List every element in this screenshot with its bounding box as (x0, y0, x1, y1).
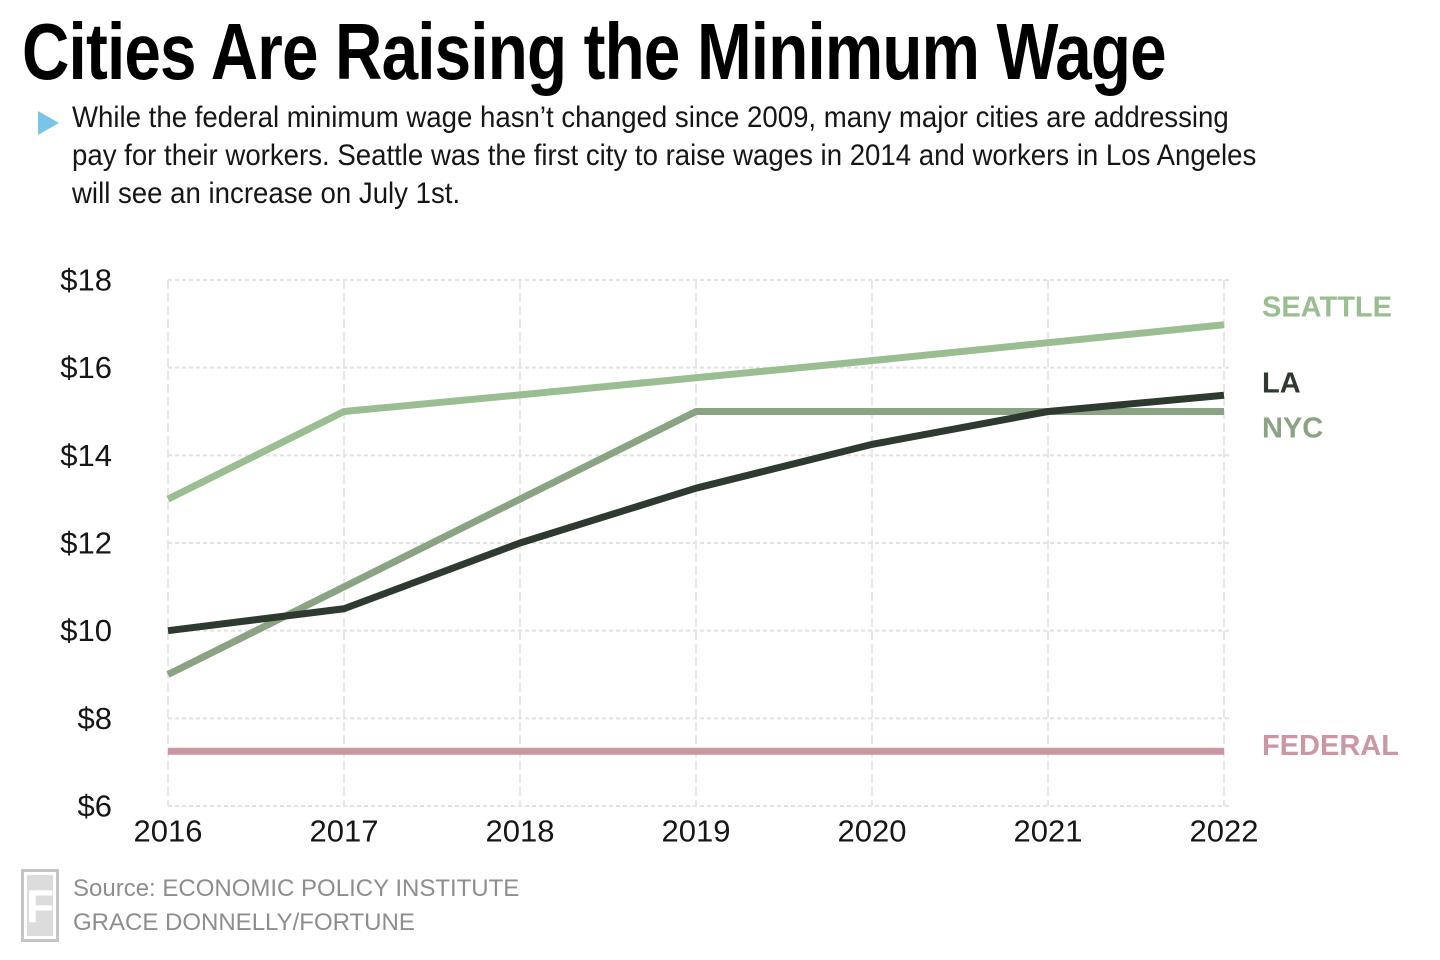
y-tick-label: $8 (78, 701, 112, 736)
series-label-la: LA (1262, 367, 1301, 399)
series-label-federal: FEDERAL (1262, 730, 1399, 762)
footer: F Source: ECONOMIC POLICY INSTITUTE GRAC… (0, 860, 1440, 960)
x-tick-label: 2021 (1014, 814, 1083, 849)
source-line: Source: ECONOMIC POLICY INSTITUTE (73, 875, 520, 902)
play-triangle-icon (38, 111, 59, 135)
x-tick-label: 2019 (662, 814, 731, 849)
series-label-nyc: NYC (1262, 413, 1323, 445)
credit-line: GRACE DONNELLY/FORTUNE (73, 909, 415, 936)
subtitle-line-1: While the federal minimum wage hasn’t ch… (72, 101, 1229, 134)
subtitle-line-3: will see an increase on July 1st. (72, 177, 461, 210)
x-tick-label: 2022 (1190, 814, 1259, 849)
y-tick-label: $16 (60, 350, 112, 385)
x-tick-label: 2018 (486, 814, 555, 849)
y-tick-label: $18 (60, 263, 112, 298)
series-label-seattle: SEATTLE (1262, 292, 1392, 324)
fortune-logo: F (21, 869, 59, 942)
y-tick-label: $14 (60, 438, 112, 473)
x-tick-label: 2016 (134, 814, 203, 849)
x-tick-label: 2017 (310, 814, 379, 849)
subtitle: While the federal minimum wage hasn’t ch… (72, 99, 1359, 213)
source-credit: Source: ECONOMIC POLICY INSTITUTE GRACE … (73, 872, 519, 940)
y-tick-label: $10 (60, 613, 112, 648)
subtitle-line-2: pay for their workers. Seattle was the f… (72, 139, 1257, 172)
x-tick-label: 2020 (838, 814, 907, 849)
y-tick-label: $12 (60, 526, 112, 561)
y-tick-label: $6 (78, 789, 112, 824)
page-title: Cities Are Raising the Minimum Wage (22, 7, 1167, 96)
series-line-la (167, 391, 1225, 635)
series-line-seattle (166, 321, 1225, 503)
fortune-logo-letter: F (25, 879, 55, 932)
